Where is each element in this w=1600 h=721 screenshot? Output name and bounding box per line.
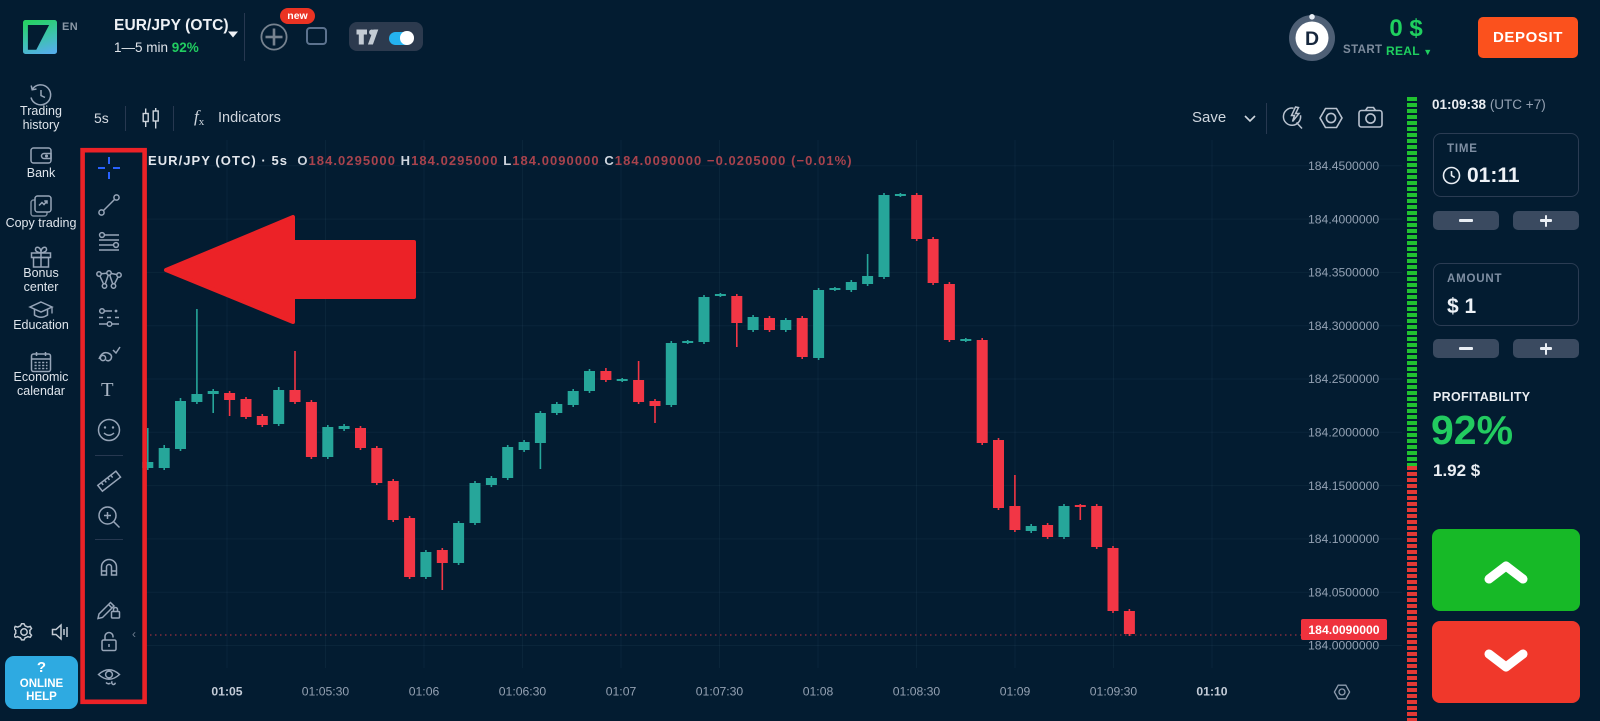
svg-text:184.3500000: 184.3500000 [1308, 266, 1379, 280]
svg-text:184.2000000: 184.2000000 [1308, 426, 1379, 440]
svg-text:01:06: 01:06 [409, 685, 440, 699]
svg-text:01:08:30: 01:08:30 [893, 685, 941, 699]
svg-text:184.4000000: 184.4000000 [1308, 212, 1379, 226]
svg-text:184.4500000: 184.4500000 [1308, 159, 1379, 173]
svg-text:01:05: 01:05 [211, 685, 242, 699]
svg-text:01:08: 01:08 [803, 685, 834, 699]
svg-text:184.0090000: 184.0090000 [1308, 623, 1379, 637]
svg-text:01:09: 01:09 [1000, 685, 1031, 699]
svg-text:01:05:30: 01:05:30 [302, 685, 350, 699]
svg-text:01:06:30: 01:06:30 [499, 685, 547, 699]
svg-text:184.0500000: 184.0500000 [1308, 585, 1379, 599]
svg-text:D: D [1305, 28, 1319, 50]
svg-text:184.1000000: 184.1000000 [1308, 532, 1379, 546]
svg-text:01:09:30: 01:09:30 [1090, 685, 1138, 699]
svg-text:184.1500000: 184.1500000 [1308, 479, 1379, 493]
svg-text:01:07: 01:07 [606, 685, 637, 699]
svg-text:184.3000000: 184.3000000 [1308, 319, 1379, 333]
svg-text:184.0000000: 184.0000000 [1308, 639, 1379, 653]
svg-text:184.2500000: 184.2500000 [1308, 372, 1379, 386]
svg-text:01:07:30: 01:07:30 [696, 685, 744, 699]
svg-text:01:10: 01:10 [1196, 685, 1227, 699]
